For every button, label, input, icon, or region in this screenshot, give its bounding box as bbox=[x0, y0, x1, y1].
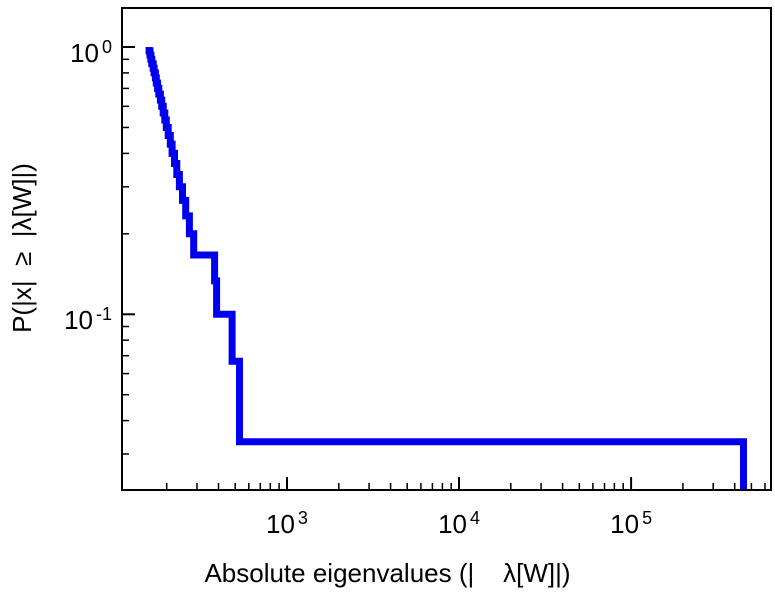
tick-exponent: -1 bbox=[95, 304, 112, 325]
x-tick-label: 10 3 bbox=[266, 502, 308, 540]
y-tick-label: 10 -1 bbox=[64, 298, 112, 336]
tick-exponent: 4 bbox=[469, 508, 480, 528]
ccdf-staircase-line bbox=[145, 47, 747, 490]
y-tick-label: 10 0 bbox=[70, 31, 112, 69]
tick-exponent: 3 bbox=[297, 508, 308, 528]
tick-marks bbox=[122, 46, 766, 490]
x-axis-label: Absolute eigenvalues (| λ[W]|) bbox=[204, 558, 571, 588]
tick-base: 10 bbox=[64, 305, 93, 336]
tick-base: 10 bbox=[70, 38, 99, 69]
x-tick-label: 10 4 bbox=[438, 502, 480, 540]
tick-base: 10 bbox=[610, 509, 640, 539]
tick-base: 10 bbox=[438, 509, 467, 539]
x-tick-label: 10 5 bbox=[610, 502, 652, 540]
tick-exponent: 5 bbox=[642, 508, 653, 528]
plot-frame bbox=[121, 7, 772, 491]
y-axis-label: P(|x| ≥ |λ[W]|) bbox=[7, 163, 37, 333]
tick-base: 10 bbox=[265, 509, 295, 539]
tick-exponent: 0 bbox=[101, 37, 112, 58]
